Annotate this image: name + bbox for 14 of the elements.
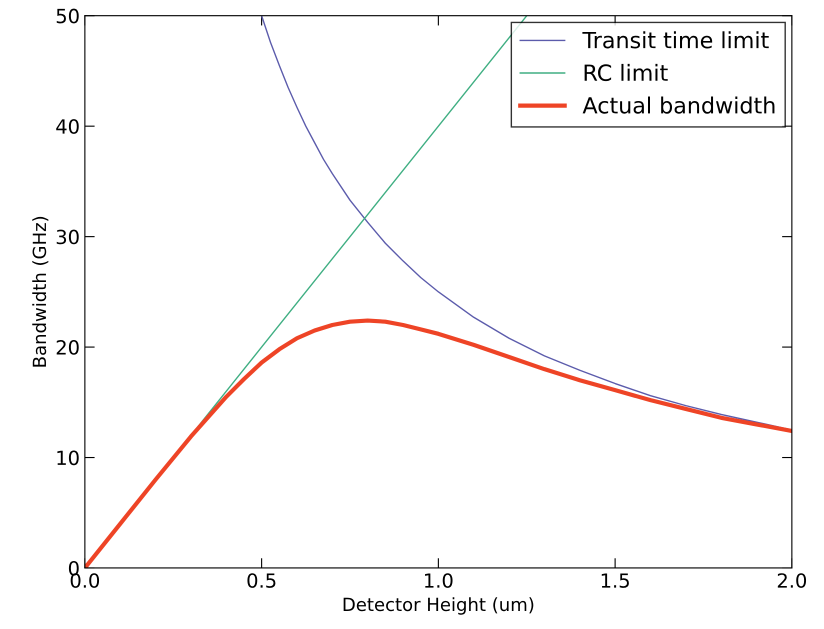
y-tick-label: 20 [56, 340, 79, 355]
legend-label: Transit time limit [582, 31, 769, 48]
legend-label: Actual bandwidth [582, 96, 774, 114]
y-tick-label: 30 [56, 230, 79, 244]
x-axis-title: Detector Height (um) [344, 597, 534, 615]
x-tick-label: 0.5 [247, 573, 276, 588]
x-tick-label: 1.5 [602, 573, 629, 588]
y-tick-label: 50 [56, 8, 79, 24]
x-tick-label: 2.0 [778, 573, 806, 588]
y-tick-label: 10 [57, 450, 79, 466]
y-axis-title: Bandwidth (GHz) [32, 216, 48, 367]
y-tick-label: 40 [56, 119, 79, 134]
legend-label: RC limit [584, 64, 668, 82]
x-tick-label: 1.0 [425, 573, 453, 588]
